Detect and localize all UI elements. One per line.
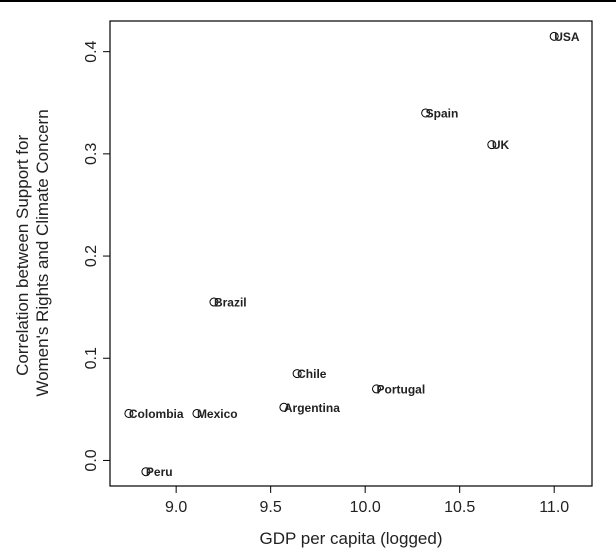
point-label: Portugal [377, 382, 426, 396]
data-point [549, 31, 559, 41]
y-tick-label: 0.3 [83, 143, 100, 165]
y-tick-label: 0.0 [83, 449, 100, 471]
data-point [141, 467, 151, 477]
x-axis-label: GDP per capita (logged) [259, 529, 442, 548]
data-point [487, 140, 497, 150]
y-tick-label: 0.4 [83, 40, 100, 62]
plot-frame [109, 20, 593, 487]
x-tick-label: 10.0 [350, 499, 381, 516]
data-point [209, 297, 219, 307]
y-axis-label-line-2: Women's Rights and Climate Concern [33, 109, 52, 396]
y-axis-label: Correlation between Support for Women's … [13, 109, 52, 396]
point-label: Spain [426, 106, 459, 120]
point-label: UK [492, 138, 510, 152]
data-point [372, 384, 382, 394]
y-tick-label: 0.2 [83, 245, 100, 267]
x-tick-label: 11.0 [539, 499, 569, 516]
data-point [279, 402, 289, 412]
point-label: Peru [146, 465, 173, 479]
x-axis: 9.0 9.5 10.0 10.5 11.0 [165, 486, 569, 516]
x-tick-label: 9.0 [165, 499, 187, 516]
point-label: Brazil [214, 296, 247, 310]
data-point [421, 108, 431, 118]
y-axis: 0.0 0.1 0.2 0.3 0.4 [83, 40, 110, 472]
top-rule [0, 0, 616, 2]
y-tick-label: 0.1 [83, 347, 100, 369]
point-label: USA [554, 30, 580, 44]
y-axis-label-line-1: Correlation between Support for [13, 135, 32, 376]
data-point [192, 408, 202, 418]
x-tick-label: 9.5 [260, 499, 282, 516]
point-label: Colombia [129, 407, 184, 421]
x-tick-label: 10.5 [444, 499, 475, 516]
point-label: Argentina [284, 401, 340, 415]
point-label: Mexico [197, 407, 238, 421]
data-point [124, 408, 134, 418]
data-point [292, 369, 302, 379]
point-label: Chile [297, 367, 327, 381]
data-points: USA Spain UK Brazil Chile Portugal Argentina Co… [124, 30, 580, 479]
